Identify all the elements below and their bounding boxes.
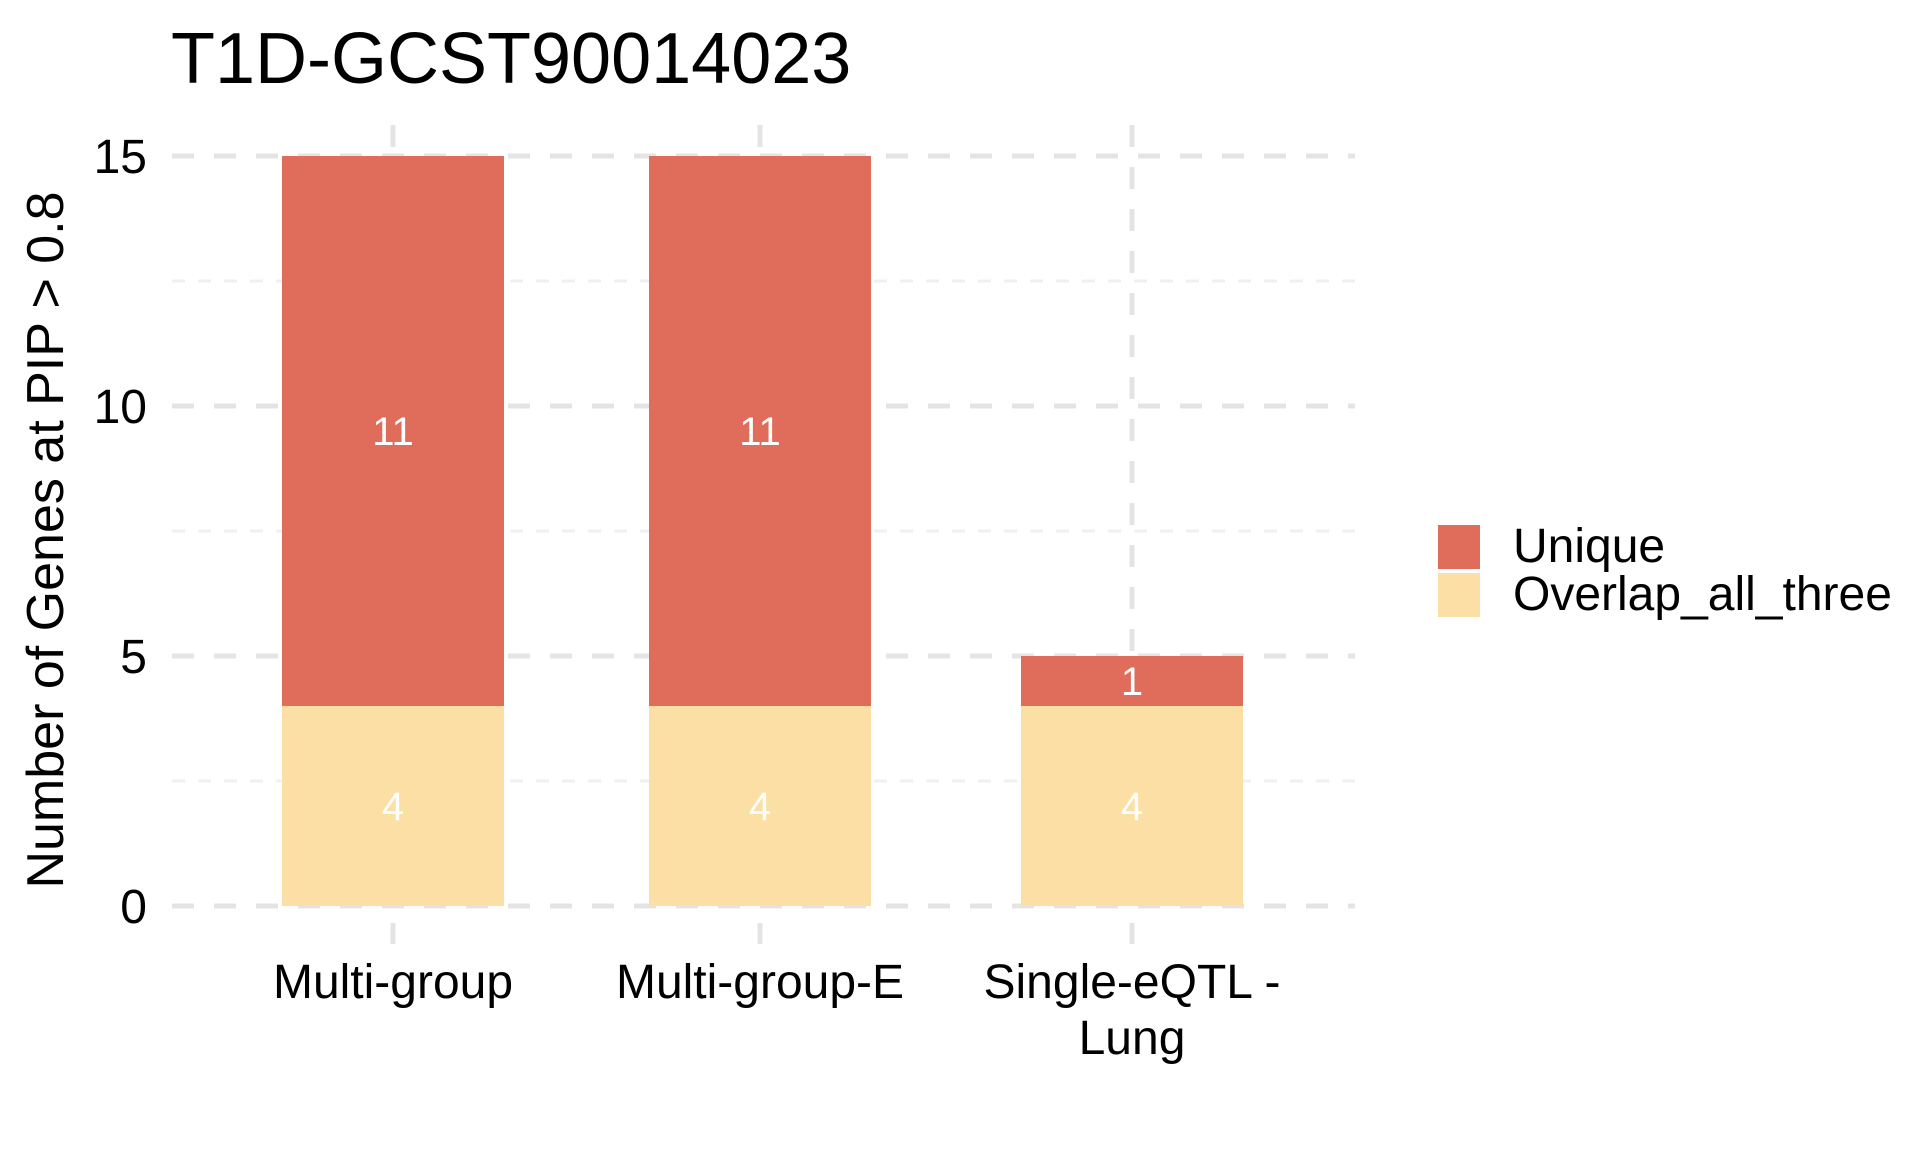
bar-segment-unique [1021,656,1243,706]
legend-key-overlap-all-three [1438,572,1480,617]
legend-entry-unique: Unique [1438,520,1892,573]
x-axis-label: Single-eQTL -Lung [984,956,1281,1065]
bar-value-label: 4 [382,785,404,829]
bar-segment-overlap_all_three [282,706,504,906]
bar-value-label: 4 [1121,785,1143,829]
y-tick-label: 10 [94,381,147,434]
chart-title: T1D-GCST90014023 [171,19,852,99]
legend-label: Overlap_all_three [1513,568,1892,621]
legend-key-unique [1438,524,1480,569]
legend-label: Unique [1513,520,1666,573]
bar-value-label: 1 [1121,660,1143,704]
y-tick-label: 15 [94,131,147,184]
bar-value-label: 11 [372,410,414,454]
bar-value-label: 11 [739,410,781,454]
x-axis-label: Multi-group-E [616,956,904,1009]
y-axis-title: Number of Genes at PIP > 0.8 [17,191,75,889]
y-tick-label: 5 [120,631,147,684]
y-tick-label: 0 [120,881,147,934]
legend-entry-overlap-all-three: Overlap_all_three [1438,568,1892,621]
legend: Unique Overlap_all_three [1438,520,1892,621]
x-axis-label: Multi-group [273,956,513,1009]
bar-segment-unique [649,156,871,706]
bar-value-label: 4 [749,785,771,829]
bar-segment-overlap_all_three [649,706,871,906]
bar-segment-unique [282,156,504,706]
bar-segment-overlap_all_three [1021,706,1243,906]
